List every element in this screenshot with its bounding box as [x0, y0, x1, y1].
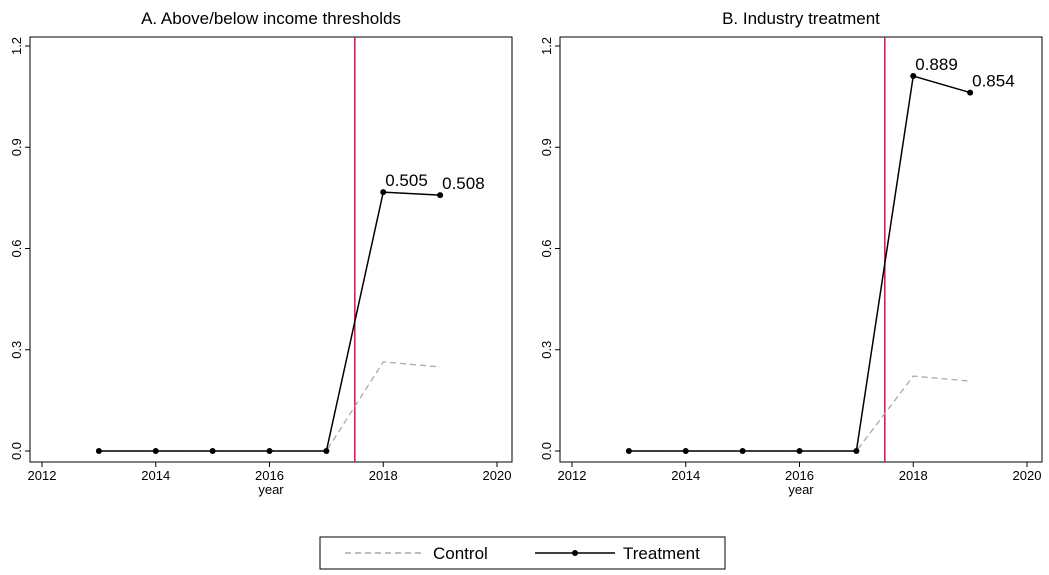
y-tick-label: 0.0: [539, 442, 554, 460]
series-line: [98, 361, 441, 452]
point: [209, 448, 216, 454]
x-tick-label: 2020: [483, 468, 512, 483]
legend-label: Control: [433, 544, 488, 563]
y-tick-label: 0.9: [539, 138, 554, 156]
y-tick-label: 0.0: [9, 442, 24, 460]
y-tick-label: 0.3: [539, 341, 554, 359]
series-line: [628, 75, 971, 452]
x-tick-label: 2016: [785, 468, 814, 483]
annotation: 0.854: [972, 72, 1015, 91]
point: [967, 89, 974, 96]
x-tick-label: 2014: [141, 468, 170, 483]
plot-frame: [29, 36, 513, 463]
x-tick-label: 2018: [369, 468, 398, 483]
x-tick-label: 2018: [899, 468, 928, 483]
x-tick-label: 2012: [558, 468, 587, 483]
point: [380, 189, 387, 196]
x-axis-label: year: [788, 482, 814, 497]
point: [625, 448, 632, 454]
point: [152, 448, 159, 454]
y-tick-label: 1.2: [9, 37, 24, 55]
y-tick-label: 0.6: [539, 239, 554, 257]
panel-title: B. Industry treatment: [722, 9, 880, 28]
legend: Control Treatment: [319, 536, 726, 570]
y-tick-label: 0.3: [9, 341, 24, 359]
annotation: 0.505: [385, 171, 428, 190]
point: [95, 448, 102, 454]
point: [910, 73, 917, 80]
x-tick-label: 2014: [671, 468, 700, 483]
legend-label: Treatment: [623, 544, 700, 563]
point: [796, 448, 803, 454]
series-line: [98, 191, 441, 452]
point: [266, 448, 273, 454]
x-tick-label: 2012: [28, 468, 57, 483]
legend-marker: [572, 550, 578, 556]
x-tick-label: 2016: [255, 468, 284, 483]
point: [853, 448, 860, 454]
series-line: [628, 375, 971, 452]
annotation: 0.889: [915, 55, 958, 74]
point: [739, 448, 746, 454]
point: [323, 448, 330, 454]
point: [682, 448, 689, 454]
x-tick-label: 2020: [1013, 468, 1042, 483]
plot-frame: [559, 36, 1043, 463]
y-tick-label: 0.9: [9, 138, 24, 156]
point: [437, 192, 444, 199]
annotation: 0.508: [442, 174, 485, 193]
y-tick-label: 1.2: [539, 37, 554, 55]
y-tick-label: 0.6: [9, 239, 24, 257]
x-axis-label: year: [258, 482, 284, 497]
panel-title: A. Above/below income thresholds: [141, 9, 401, 28]
